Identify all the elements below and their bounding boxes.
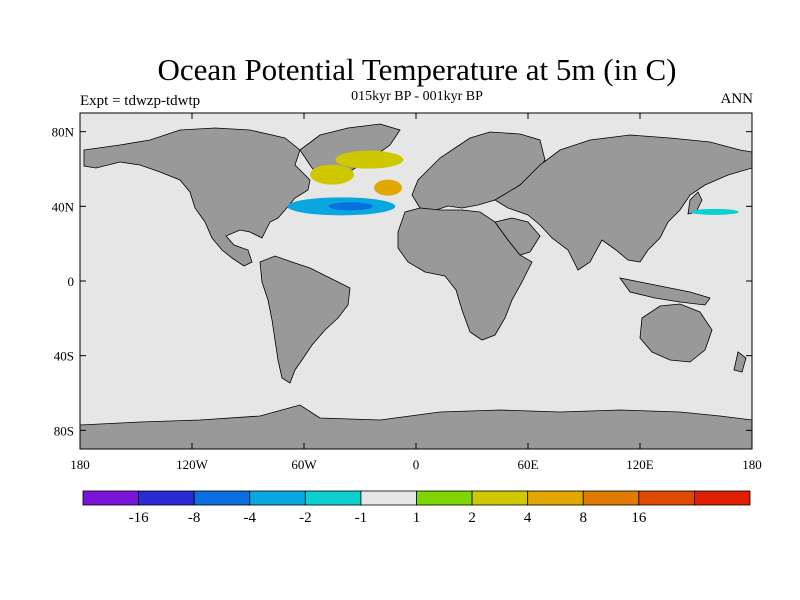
colorbar-box [527, 490, 584, 506]
colorbar-box [138, 490, 195, 506]
colorbar-box [582, 490, 640, 506]
y-tick-label: 40N [52, 199, 75, 214]
anomaly-north-pacific-cold [690, 208, 739, 215]
colorbar-box [471, 490, 529, 506]
anomaly-iberia-warm [374, 179, 402, 196]
land-antarctica [80, 404, 752, 449]
x-tick-label: 180 [70, 457, 90, 472]
colorbar-label: 2 [468, 510, 476, 526]
land-arabia [494, 217, 541, 256]
colorbar-label: 4 [524, 510, 532, 526]
anomaly-nordic-warm [335, 150, 404, 169]
x-tick-label: 120E [626, 457, 654, 472]
colorbar-label: 1 [413, 510, 421, 526]
x-tick-label: 180 [742, 457, 762, 472]
map-panel [79, 112, 753, 450]
land-south-america [259, 255, 351, 384]
y-tick-label: 80N [52, 125, 75, 140]
experiment-label: Expt = tdwzp-tdwtp [80, 93, 201, 109]
anomaly-labrador-warm [310, 164, 354, 185]
colorbar: -16 -8 -4 -2 -1 1 2 4 8 16 [82, 490, 751, 526]
colorbar-label: -16 [129, 510, 149, 526]
x-tick-label: 60E [518, 457, 539, 472]
y-tick-label: 40S [54, 349, 74, 364]
y-tick-label: 80S [54, 423, 74, 438]
land-north-america [83, 127, 311, 267]
colorbar-label: -1 [355, 510, 368, 526]
land-japan [687, 191, 703, 215]
colorbar-box [304, 490, 362, 506]
x-tick-label: 0 [413, 457, 420, 472]
colorbar-label: -8 [188, 510, 201, 526]
land-africa [397, 207, 533, 341]
colorbar-box [82, 490, 139, 506]
colorbar-label: -2 [299, 510, 312, 526]
colorbar-box [638, 490, 695, 506]
land-indonesia [619, 277, 711, 306]
land-new-zealand [733, 351, 747, 373]
colorbar-label: -4 [244, 510, 257, 526]
map-title: Ocean Potential Temperature at 5m (in C) [157, 52, 677, 87]
season-label: ANN [720, 91, 754, 107]
colorbar-box [193, 490, 251, 506]
x-tick-label: 120W [176, 457, 209, 472]
colorbar-label: 8 [580, 510, 588, 526]
y-tick-label: 0 [68, 274, 75, 289]
land-layer [80, 123, 752, 449]
map-axes: 180 120W 60W 0 60E 120E 180 80N 40N 0 40S 80S [52, 113, 762, 472]
anomaly-layer [287, 150, 739, 216]
land-australia [639, 303, 713, 363]
colorbar-label: 16 [631, 510, 647, 526]
anomaly-north-atlantic-cold-core [328, 202, 373, 211]
x-tick-label: 60W [291, 457, 317, 472]
land-asia [494, 134, 752, 271]
colorbar-box [249, 490, 306, 506]
map-subtitle: 015kyr BP - 001kyr BP [351, 89, 483, 104]
colorbar-box [416, 490, 473, 506]
colorbar-box [360, 490, 417, 506]
colorbar-box [694, 490, 751, 506]
